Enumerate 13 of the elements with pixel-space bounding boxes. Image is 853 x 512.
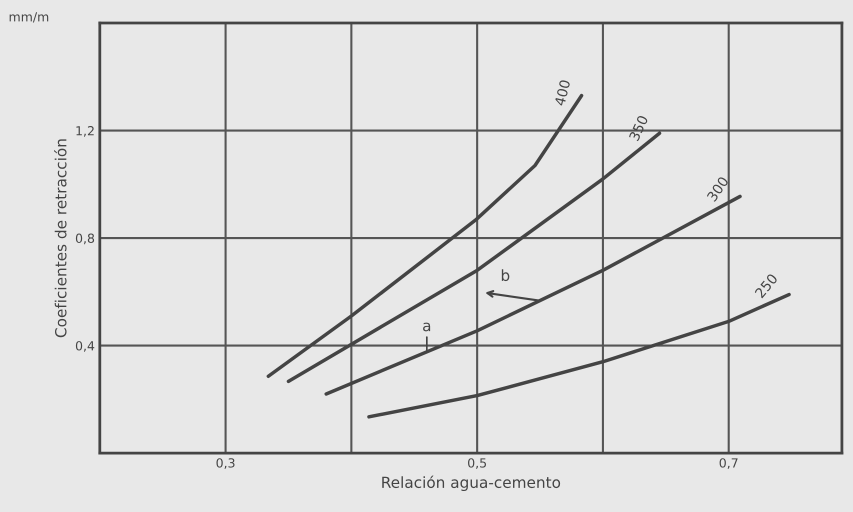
y-tick-label: 1,2 — [76, 126, 94, 137]
y-tick-label: 0,8 — [76, 234, 94, 244]
text: 400 — [554, 79, 570, 106]
y-axis-title: Coeficientes de retracción — [54, 139, 67, 338]
y-tick-label: 0,4 — [76, 341, 94, 352]
x-tick-label: 0,3 — [216, 458, 235, 469]
x-tick-label: 0,5 — [468, 458, 486, 469]
x-tick-label: 0,7 — [720, 458, 738, 469]
annotation: a — [423, 322, 430, 332]
text: mm/m — [10, 12, 48, 23]
x-axis-title: Relación agua-cemento — [382, 476, 560, 492]
annotation: b — [502, 269, 510, 282]
text: 350 — [628, 114, 648, 142]
